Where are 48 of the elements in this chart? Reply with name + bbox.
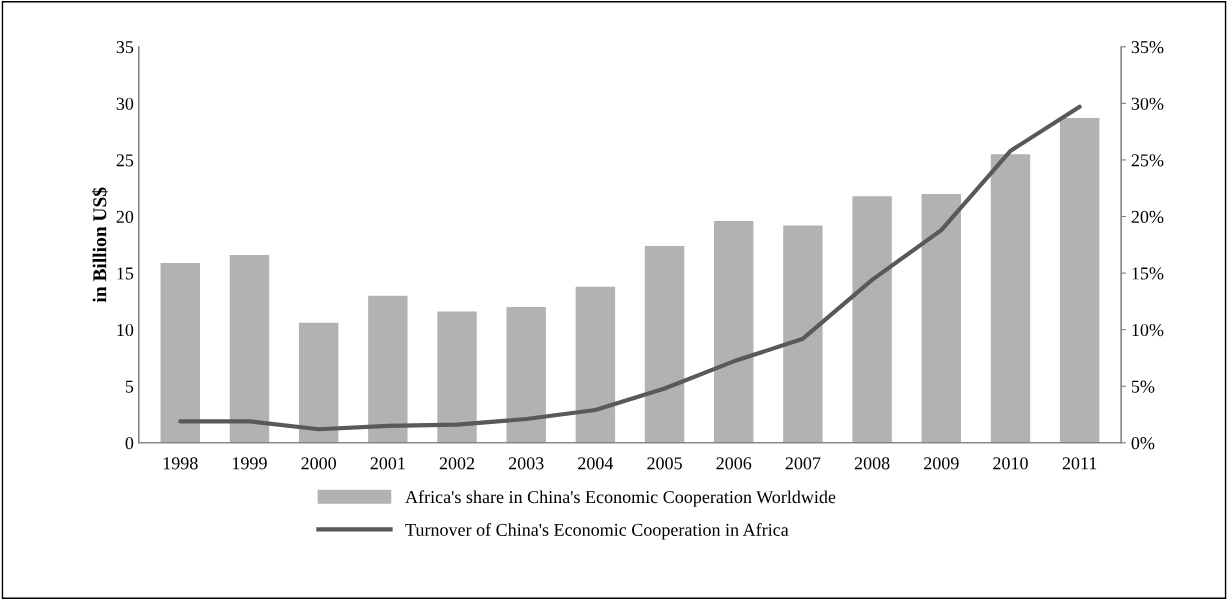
y-tick-label: 20 [116,210,134,223]
x-tick-label: 2004 [578,457,614,470]
y-tick-label: 25 [116,154,134,167]
x-tick-label: 2009 [924,457,959,470]
bar [1059,118,1100,443]
x-tick-label: 2002 [439,457,475,470]
legend-label: Africa's share in China's Economic Cooperation Worldwide [405,490,836,507]
line-series [178,104,1082,432]
y2-tick-label: 25% [1131,154,1164,167]
y2-tick-label: 5% [1131,380,1155,393]
x-tick-label: 2007 [785,457,821,470]
bar [921,193,962,443]
y-tick-label: 5 [125,380,134,393]
bar [575,286,616,443]
y2-tick-label: 0% [1131,437,1155,450]
bar [298,322,339,443]
y2-tick-label: 30% [1131,97,1164,110]
x-tick-label: 2001 [370,457,405,470]
y-tick-label: 10 [117,323,134,337]
bar [783,225,823,443]
y-tick-label: 15 [117,267,134,280]
x-tick-label: 1998 [163,457,198,470]
bar [368,295,408,443]
bar [506,307,546,443]
x-tick-label: 2000 [301,457,337,470]
x-tick-label: 2011 [1062,457,1097,470]
x-tick-label: 2010 [993,457,1028,470]
y2-tick-label: 35% [1131,41,1164,54]
y-tick-label: 0 [125,437,134,450]
y-axis-title: in Billion US$ [92,187,108,303]
y2-tick-label: 15% [1132,267,1164,280]
bar [644,245,685,443]
bar [437,311,477,443]
legend-label: Turnover of China's Economic Cooperation in Africa [405,523,789,540]
x-tick-label: 1999 [232,457,267,470]
x-tick-label: 2006 [716,457,752,470]
y2-tick-label: 10% [1132,323,1164,337]
bar [852,196,892,443]
y2-tick-label: 20% [1131,210,1164,224]
bar [160,262,200,443]
bar [714,221,754,443]
y-tick-label: 35 [116,41,134,54]
x-tick-label: 2003 [508,457,544,470]
y-tick-label: 30 [116,97,134,110]
x-tick-label: 2005 [647,457,682,470]
x-tick-label: 2008 [854,457,890,470]
bar [229,254,270,443]
bar [990,154,1031,443]
